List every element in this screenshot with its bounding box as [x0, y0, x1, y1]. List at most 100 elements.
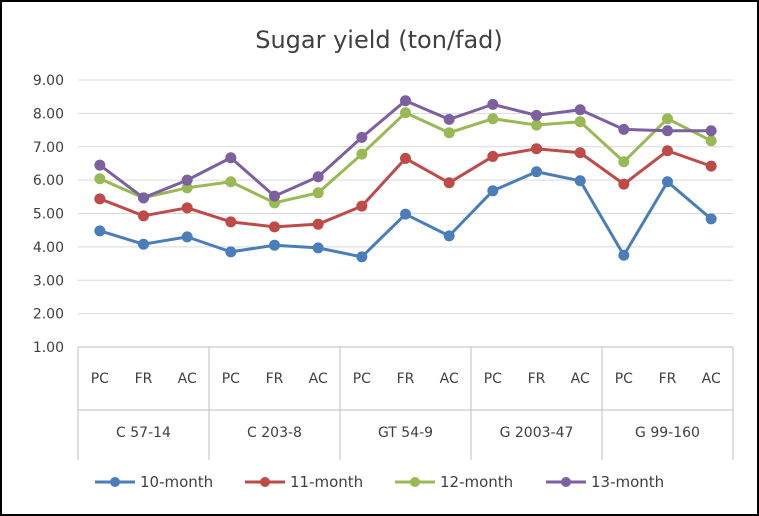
x-tick-label: PC	[222, 371, 240, 387]
data-point	[400, 208, 411, 220]
series-layer	[94, 95, 717, 263]
data-point	[443, 177, 455, 189]
data-point	[705, 125, 717, 137]
series-10-month	[94, 166, 717, 263]
y-tick-label: 3.00	[33, 273, 64, 289]
data-point	[618, 123, 630, 135]
legend-label: 11-month	[290, 473, 363, 491]
x-tick-label: FR	[266, 371, 284, 387]
data-point	[181, 202, 193, 214]
data-point	[94, 225, 106, 237]
y-tick-label: 9.00	[33, 73, 64, 89]
series-13-month	[94, 95, 717, 204]
data-point	[138, 210, 149, 222]
x-tick-label: AC	[178, 371, 197, 387]
legend-label: 10-month	[140, 473, 213, 491]
legend-marker	[260, 477, 270, 487]
data-point	[574, 116, 586, 128]
data-point	[312, 242, 324, 254]
data-point	[225, 152, 237, 164]
data-point	[531, 143, 542, 155]
data-point	[574, 175, 586, 187]
x-tick-label: FR	[397, 371, 415, 387]
data-point	[662, 145, 673, 157]
data-point	[312, 218, 324, 230]
data-point	[487, 185, 499, 197]
x-tick-label: AC	[440, 371, 459, 387]
data-point	[443, 230, 455, 242]
group-label: C 57-14	[116, 425, 171, 441]
x-tick-label: PC	[91, 371, 109, 387]
data-point	[356, 148, 368, 160]
legend-item-10-month: 10-month	[95, 473, 213, 491]
data-point	[705, 160, 717, 172]
data-point	[94, 159, 106, 171]
data-point	[138, 192, 149, 204]
data-point	[356, 251, 368, 263]
y-tick-label: 4.00	[33, 240, 64, 256]
group-label: G 99-160	[635, 425, 700, 441]
data-point	[400, 107, 411, 119]
x-tick-label: AC	[571, 371, 590, 387]
y-tick-label: 2.00	[33, 307, 64, 323]
data-point	[443, 113, 455, 125]
group-label: G 2003-47	[500, 425, 574, 441]
data-point	[94, 173, 106, 185]
data-point	[400, 152, 411, 164]
data-point	[181, 174, 193, 186]
y-tick-label: 7.00	[33, 140, 64, 156]
group-label: GT 54-9	[378, 425, 433, 441]
data-point	[94, 193, 106, 205]
data-point	[531, 109, 542, 121]
data-point	[138, 238, 149, 250]
data-point	[400, 95, 411, 107]
data-point	[181, 231, 193, 243]
x-tick-label: AC	[309, 371, 328, 387]
group-label: C 203-8	[247, 425, 302, 441]
data-point	[487, 98, 499, 110]
legend: 10-month 11-month 12-month 13-month	[95, 473, 664, 491]
data-point	[618, 178, 630, 190]
data-point	[487, 113, 499, 125]
data-point	[225, 246, 237, 258]
data-point	[574, 147, 586, 159]
series-11-month	[94, 143, 717, 233]
data-point	[531, 166, 542, 178]
data-point	[356, 200, 368, 212]
x-tick-label: PC	[353, 371, 371, 387]
x-tick-label: FR	[528, 371, 546, 387]
data-point	[618, 156, 630, 168]
data-point	[574, 104, 586, 116]
legend-item-13-month: 13-month	[546, 473, 664, 491]
x-tick-label: AC	[702, 371, 721, 387]
data-point	[312, 171, 324, 183]
data-point	[225, 176, 237, 188]
y-tick-label: 6.00	[33, 173, 64, 189]
data-point	[269, 190, 280, 202]
axes: 1.00 2.00 3.00 4.00 5.00 6.00 7.00 8.00 9.00 PC FR…	[33, 73, 734, 460]
data-point	[269, 239, 280, 251]
data-point	[487, 150, 499, 162]
legend-item-12-month: 12-month	[395, 473, 513, 491]
x-tick-label: PC	[484, 371, 502, 387]
data-point	[225, 216, 237, 228]
legend-label: 13-month	[591, 473, 664, 491]
data-point	[705, 135, 717, 147]
y-tick-label: 8.00	[33, 106, 64, 122]
data-point	[531, 119, 542, 131]
y-tick-label: 1.00	[33, 340, 64, 356]
legend-marker	[110, 477, 120, 487]
data-point	[618, 249, 630, 261]
legend-item-11-month: 11-month	[245, 473, 363, 491]
chart-title: Sugar yield (ton/fad)	[255, 26, 503, 54]
data-point	[662, 125, 673, 137]
legend-marker	[410, 477, 420, 487]
data-point	[443, 127, 455, 139]
x-tick-label: FR	[135, 371, 153, 387]
legend-label: 12-month	[440, 473, 513, 491]
x-tick-label: FR	[659, 371, 677, 387]
data-point	[662, 176, 673, 188]
series-12-month	[94, 107, 717, 209]
x-tick-label: PC	[615, 371, 633, 387]
